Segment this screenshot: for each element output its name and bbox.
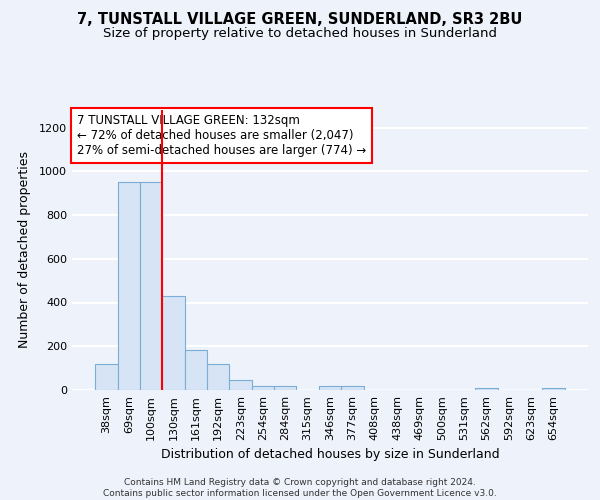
Bar: [341, 386, 364, 390]
Bar: [274, 386, 296, 390]
Bar: [185, 350, 207, 390]
Bar: [118, 182, 140, 390]
X-axis label: Distribution of detached houses by size in Sunderland: Distribution of detached houses by size …: [161, 448, 499, 462]
Bar: [252, 386, 274, 390]
Bar: [207, 364, 229, 390]
Bar: [95, 364, 118, 390]
Bar: [163, 296, 185, 390]
Y-axis label: Number of detached properties: Number of detached properties: [17, 152, 31, 348]
Bar: [542, 388, 565, 390]
Bar: [319, 386, 341, 390]
Text: 7, TUNSTALL VILLAGE GREEN, SUNDERLAND, SR3 2BU: 7, TUNSTALL VILLAGE GREEN, SUNDERLAND, S…: [77, 12, 523, 28]
Bar: [229, 380, 252, 390]
Bar: [140, 182, 163, 390]
Text: Contains HM Land Registry data © Crown copyright and database right 2024.
Contai: Contains HM Land Registry data © Crown c…: [103, 478, 497, 498]
Text: Size of property relative to detached houses in Sunderland: Size of property relative to detached ho…: [103, 28, 497, 40]
Text: 7 TUNSTALL VILLAGE GREEN: 132sqm
← 72% of detached houses are smaller (2,047)
27: 7 TUNSTALL VILLAGE GREEN: 132sqm ← 72% o…: [77, 114, 367, 157]
Bar: [475, 388, 497, 390]
